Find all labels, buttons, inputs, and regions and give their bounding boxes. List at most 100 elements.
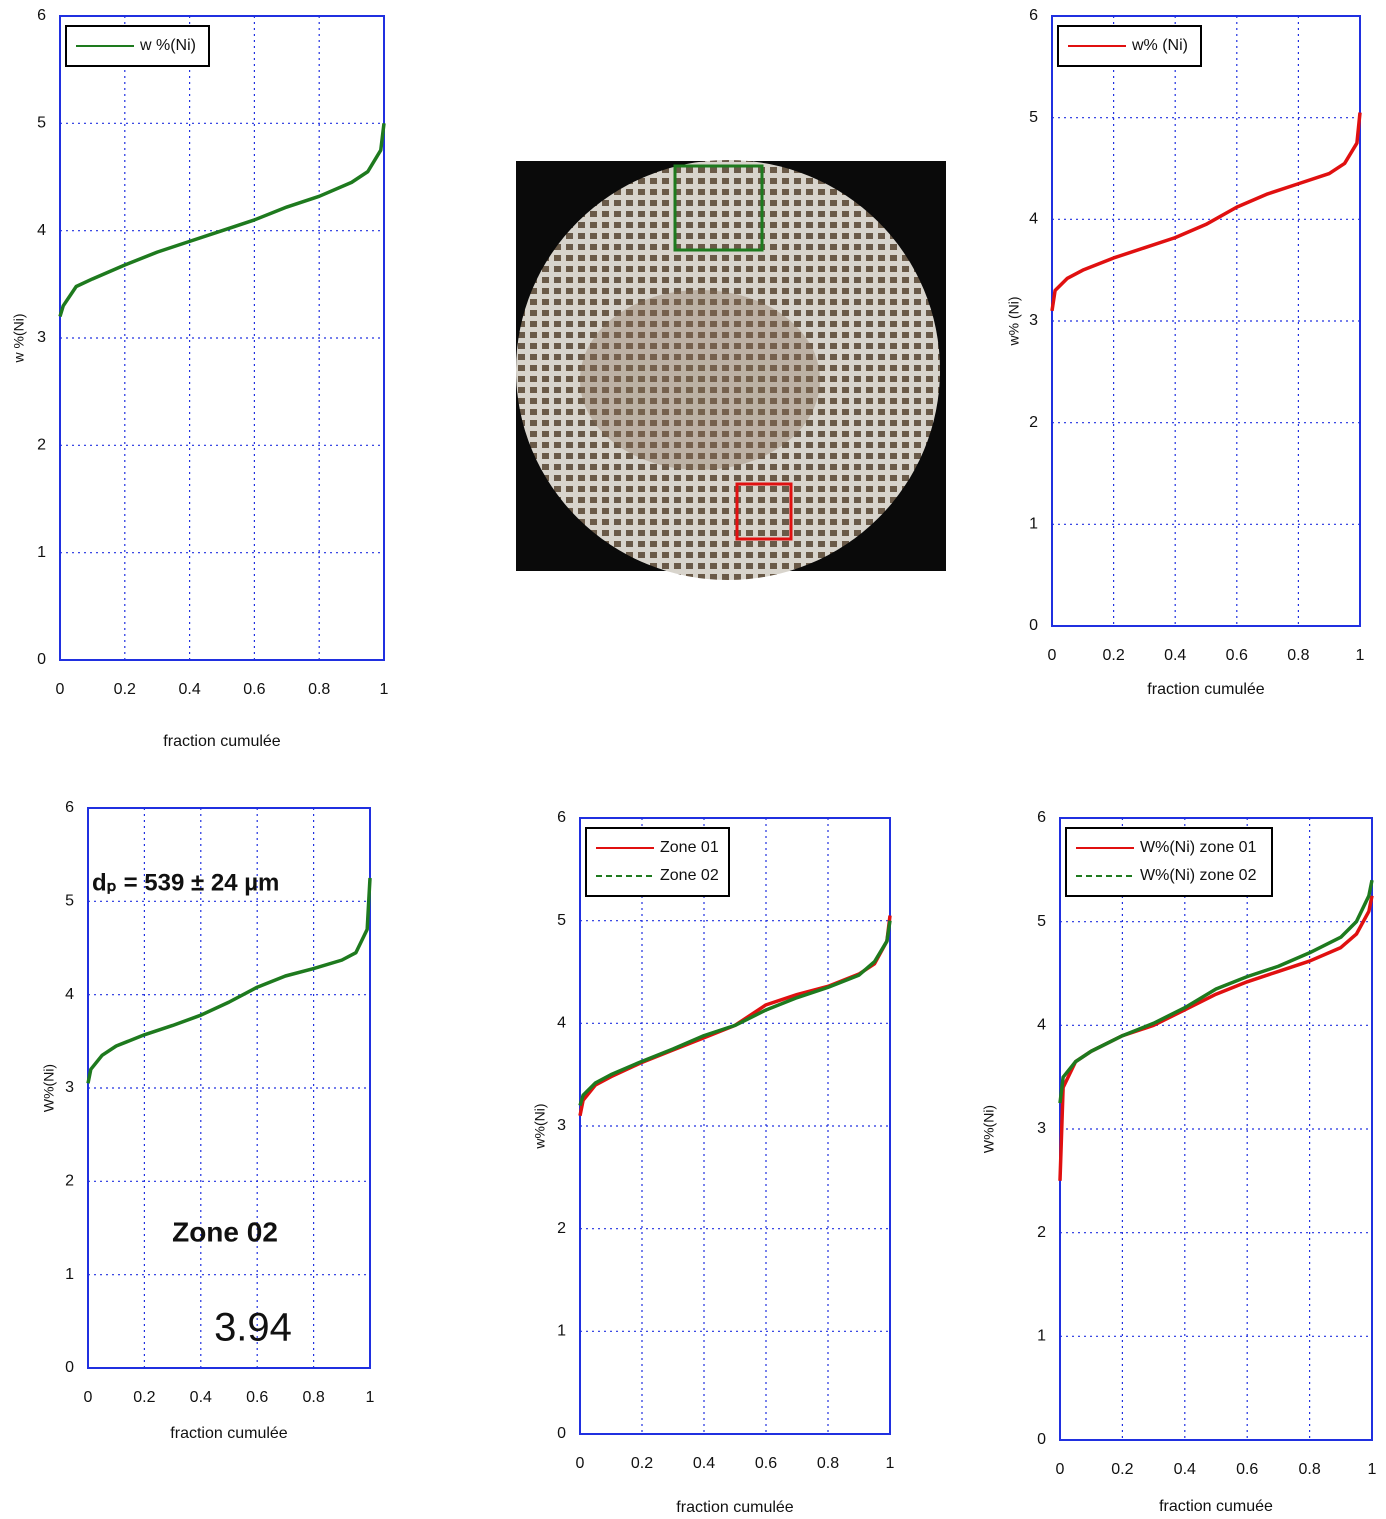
y-axis-label: w%(Ni) (532, 1103, 548, 1149)
legend-label: Zone 02 (660, 867, 719, 884)
y-tick-label: 5 (1037, 913, 1046, 930)
y-axis-label: w %(Ni) (11, 314, 27, 364)
legend-label: w %(Ni) (139, 37, 196, 54)
y-tick-label: 3 (37, 329, 46, 346)
legend-label: Zone 01 (660, 839, 719, 856)
data-line (58, 123, 386, 318)
y-tick-label: 6 (1029, 7, 1038, 24)
y-tick-label: 3 (1037, 1120, 1046, 1137)
y-tick-label: 4 (37, 222, 46, 239)
legend: Zone 01 Zone 02 (585, 827, 730, 897)
legend-box (585, 827, 730, 897)
x-tick-label: 0 (56, 681, 65, 698)
x-tick-label: 1 (1356, 647, 1365, 664)
x-tick-label: 0.8 (1298, 1461, 1320, 1478)
y-tick-label: 0 (1029, 617, 1038, 634)
y-axis-label: w% (Ni) (1006, 297, 1022, 347)
y-tick-label: 6 (37, 7, 46, 24)
annotation: 3.94 (214, 1306, 292, 1350)
y-tick-label: 5 (37, 115, 46, 132)
x-tick-label: 0.2 (631, 1455, 653, 1472)
y-tick-label: 0 (557, 1425, 566, 1442)
y-axis-label: W%(Ni) (41, 1064, 57, 1112)
x-tick-label: 1 (366, 1389, 375, 1406)
plot-frame (1051, 15, 1361, 627)
x-tick-label: 0.8 (302, 1389, 324, 1406)
data-line (578, 915, 892, 1117)
x-tick-label: 0.4 (190, 1389, 212, 1406)
x-tick-label: 0.2 (133, 1389, 155, 1406)
data-line (86, 877, 372, 1084)
x-tick-label: 1 (886, 1455, 895, 1472)
y-tick-label: 4 (65, 986, 74, 1003)
x-tick-label: 0.2 (1102, 647, 1124, 664)
x-axis-label: fraction cumulée (676, 1499, 793, 1516)
y-tick-label: 4 (1029, 211, 1038, 228)
annotation: Zone 02 (172, 1216, 278, 1247)
x-tick-label: 0 (84, 1389, 93, 1406)
legend: w %(Ni) (65, 25, 210, 67)
x-tick-label: 0.4 (693, 1455, 715, 1472)
legend-label: W%(Ni) zone 01 (1140, 839, 1257, 856)
y-tick-label: 6 (65, 799, 74, 816)
y-tick-label: 2 (1029, 414, 1038, 431)
sample-section (516, 160, 940, 580)
legend-label: w% (Ni) (1131, 37, 1188, 54)
plot-frame (87, 807, 371, 1369)
y-tick-label: 0 (1037, 1431, 1046, 1448)
x-tick-label: 0.4 (1164, 647, 1186, 664)
y-tick-label: 5 (65, 893, 74, 910)
chart: 0 1 2 3 4 5 6 0 0.2 0.4 0.6 0.8 1 fraction cumulée w% … (1006, 7, 1365, 698)
zone-02-box (673, 164, 764, 252)
x-tick-label: 0.6 (1226, 647, 1248, 664)
y-tick-label: 6 (1037, 809, 1046, 826)
y-tick-label: 2 (557, 1220, 566, 1237)
y-tick-label: 1 (557, 1323, 566, 1340)
x-tick-label: 0.8 (1287, 647, 1309, 664)
legend: w% (Ni) (1057, 25, 1202, 67)
x-tick-label: 0.6 (243, 681, 265, 698)
y-tick-label: 5 (1029, 109, 1038, 126)
y-tick-label: 0 (37, 651, 46, 668)
x-tick-label: 0 (576, 1455, 585, 1472)
x-tick-label: 0.6 (246, 1389, 268, 1406)
chart: 0 1 2 3 4 5 6 0 0.2 0.4 0.6 0.8 1 fraction cumuée W%(N… (981, 809, 1377, 1515)
y-tick-label: 6 (557, 809, 566, 826)
x-tick-label: 1 (380, 681, 389, 698)
x-tick-label: 0.6 (1236, 1461, 1258, 1478)
y-tick-label: 2 (65, 1173, 74, 1190)
y-tick-label: 1 (1037, 1328, 1046, 1345)
zone-01-box (735, 482, 793, 541)
x-axis-label: fraction cumulée (163, 733, 280, 750)
x-tick-label: 0.6 (755, 1455, 777, 1472)
y-tick-label: 3 (1029, 312, 1038, 329)
legend-label: W%(Ni) zone 02 (1140, 867, 1257, 884)
micrograph (516, 160, 946, 580)
data-line (1058, 879, 1374, 1104)
plot-frame (59, 15, 385, 661)
chart: 0 1 2 3 4 5 6 0 0.2 0.4 0.6 0.8 1 fraction cumulée W%(… (41, 799, 375, 1442)
y-tick-label: 1 (1029, 516, 1038, 533)
x-tick-label: 0.4 (178, 681, 200, 698)
data-line (578, 920, 892, 1106)
x-tick-label: 0.4 (1174, 1461, 1196, 1478)
annotation: dₚ = 539 ± 24 µm (92, 869, 279, 896)
x-tick-label: 0.8 (817, 1455, 839, 1472)
legend-box (1065, 827, 1273, 897)
plot-frame (579, 817, 891, 1435)
x-tick-label: 0 (1056, 1461, 1065, 1478)
y-tick-label: 4 (557, 1015, 566, 1032)
y-axis-label: W%(Ni) (981, 1105, 997, 1153)
data-line (1058, 895, 1374, 1181)
y-tick-label: 2 (37, 437, 46, 454)
x-tick-label: 0.2 (1111, 1461, 1133, 1478)
chart: 0 1 2 3 4 5 6 0 0.2 0.4 0.6 0.8 1 fraction cumulée w%(… (532, 809, 895, 1516)
y-tick-label: 0 (65, 1359, 74, 1376)
x-axis-label: fraction cumulée (1147, 681, 1264, 698)
x-tick-label: 0.8 (308, 681, 330, 698)
x-axis-label: fraction cumuée (1159, 1498, 1273, 1515)
y-tick-label: 2 (1037, 1224, 1046, 1241)
x-tick-label: 0 (1048, 647, 1057, 664)
x-tick-label: 0.2 (114, 681, 136, 698)
